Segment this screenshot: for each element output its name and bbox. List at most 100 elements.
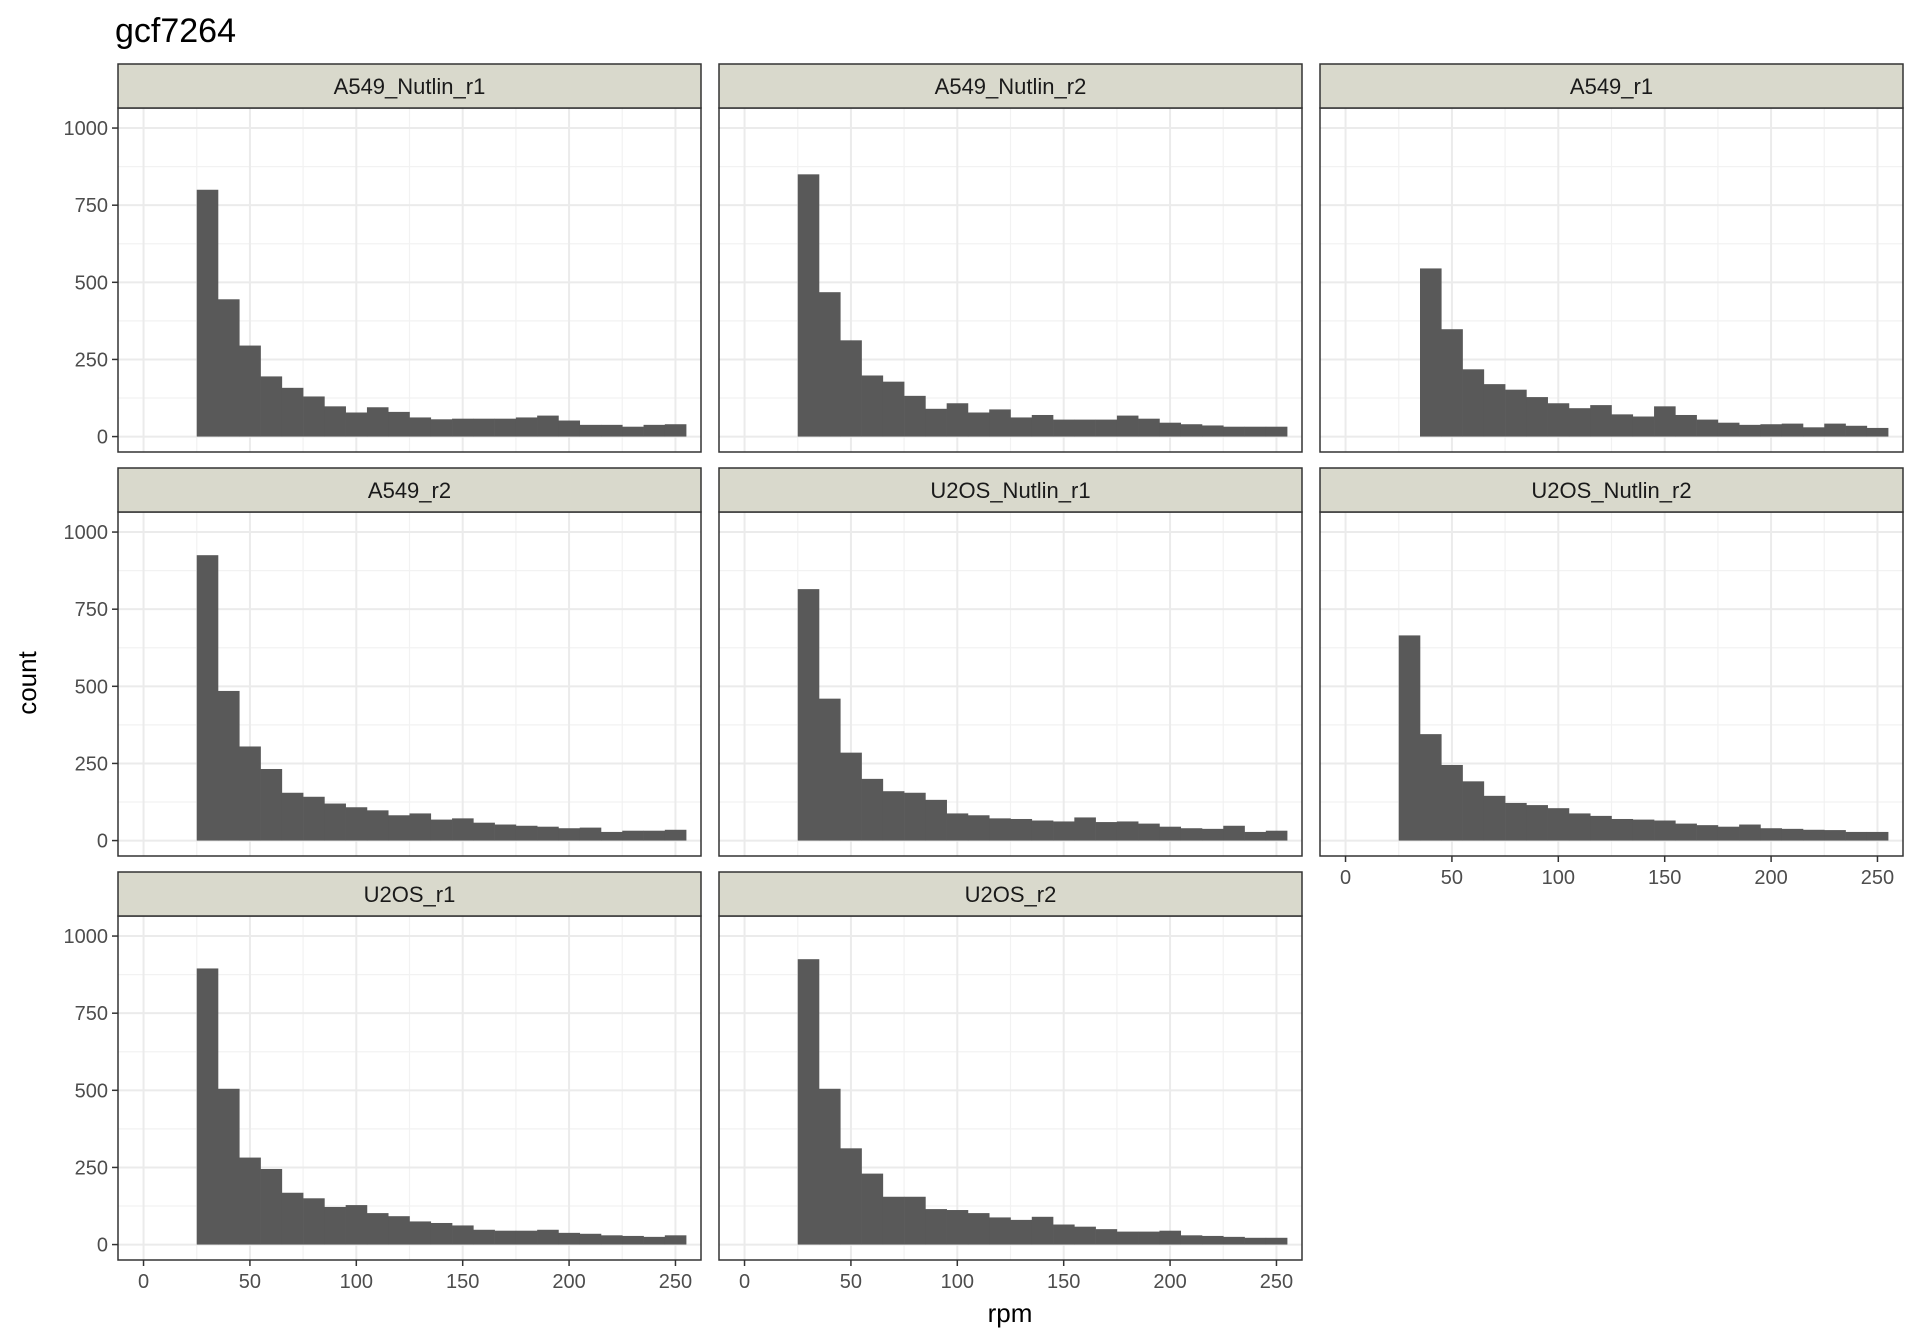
- histogram-bar: [925, 1209, 947, 1245]
- histogram-bar: [537, 415, 559, 437]
- histogram-bar: [600, 831, 623, 841]
- histogram-bar: [1053, 821, 1075, 841]
- facet-strip-label: A549_Nutlin_r2: [935, 74, 1087, 99]
- histogram-bar: [1824, 423, 1846, 437]
- histogram-bar: [1420, 268, 1442, 437]
- histogram-bar: [1505, 389, 1527, 437]
- histogram-bar: [989, 409, 1011, 437]
- histogram-bar: [1654, 820, 1676, 841]
- histogram-bar: [1717, 422, 1740, 437]
- histogram-bar: [797, 589, 820, 841]
- histogram-bar: [1265, 830, 1288, 841]
- y-axis-title: count: [12, 650, 42, 714]
- histogram-bar: [1031, 414, 1054, 437]
- histogram-bar: [1159, 422, 1182, 437]
- histogram-bar: [1590, 405, 1612, 437]
- histogram-bar: [430, 1222, 453, 1245]
- y-tick-label: 250: [75, 1157, 108, 1179]
- histogram-bar: [1611, 818, 1634, 841]
- histogram-bar: [452, 418, 474, 437]
- y-tick-label: 0: [97, 831, 108, 853]
- histogram-bar: [430, 819, 453, 841]
- histogram-bar: [345, 807, 368, 841]
- facet-strip: [1319, 467, 1904, 513]
- histogram-bar: [1010, 818, 1033, 841]
- histogram-bar: [494, 1230, 517, 1245]
- histogram-bar: [989, 818, 1011, 841]
- facet-panel: U2OS_r2 0 50 100 150 200 250: [718, 871, 1303, 1293]
- histogram-bar: [643, 424, 666, 437]
- histogram-bar: [260, 768, 283, 841]
- histogram-bar: [1632, 819, 1655, 841]
- y-tick-label: 500: [75, 272, 108, 294]
- histogram-bar: [303, 796, 325, 841]
- histogram-bar: [1696, 419, 1719, 437]
- histogram-bar: [218, 299, 240, 437]
- facet-strip-label: U2OS_r1: [364, 882, 456, 907]
- histogram-bar: [1802, 829, 1825, 841]
- histogram-bar: [643, 1236, 666, 1245]
- x-tick-label: 100: [941, 1271, 974, 1293]
- histogram-bar: [558, 828, 581, 841]
- histogram-bar: [861, 375, 884, 437]
- histogram-bar: [515, 1230, 538, 1245]
- histogram-bar: [1483, 384, 1506, 437]
- histogram-bar: [239, 345, 261, 437]
- histogram-bar: [967, 1213, 990, 1245]
- histogram-bar: [904, 395, 926, 437]
- x-tick-label: 150: [1047, 1271, 1080, 1293]
- x-tick-label: 150: [446, 1271, 479, 1293]
- histogram-bar: [1802, 427, 1825, 437]
- histogram-bar: [218, 690, 240, 841]
- histogram-bar: [196, 968, 219, 1245]
- x-axis-title: rpm: [988, 1298, 1033, 1328]
- histogram-bar: [1095, 1229, 1118, 1245]
- histogram-bar: [622, 1235, 644, 1245]
- histogram-bar: [218, 1088, 240, 1245]
- x-tick-label: 50: [1441, 867, 1463, 889]
- facet-panels: A549_Nutlin_r102505007501000A549_Nutlin_…: [64, 63, 1904, 1293]
- facet-panel: U2OS_Nutlin_r2 0 50 100 150 200 250: [1319, 467, 1904, 889]
- histogram-bar: [281, 387, 304, 437]
- histogram-bar: [819, 292, 841, 437]
- histogram-bar: [882, 791, 905, 841]
- histogram-bar: [515, 417, 538, 437]
- histogram-bar: [1201, 1235, 1224, 1245]
- x-tick-label: 250: [1861, 867, 1894, 889]
- histogram-bar: [303, 396, 325, 437]
- histogram-bar: [579, 1233, 602, 1245]
- histogram-bar: [946, 1210, 969, 1245]
- histogram-bar: [1138, 823, 1160, 841]
- histogram-bar: [1441, 329, 1463, 437]
- histogram-bar: [1739, 424, 1761, 437]
- histogram-bar: [1611, 414, 1634, 437]
- histogram-bar: [1760, 828, 1783, 841]
- histogram-bar: [1010, 417, 1033, 437]
- facet-panel: A549_r2 0 250 500 750 1000: [64, 467, 702, 857]
- histogram-bar: [1223, 1236, 1245, 1245]
- histogram-bar: [664, 1235, 687, 1245]
- histogram-bar: [819, 698, 841, 841]
- y-tick-label: 250: [75, 349, 108, 371]
- histogram-bar: [196, 189, 219, 437]
- histogram-bar: [1675, 414, 1697, 437]
- y-tick-label: 750: [75, 599, 108, 621]
- histogram-bar: [196, 555, 219, 841]
- facet-panel: U2OS_Nutlin_r1: [718, 467, 1303, 857]
- histogram-bar: [1095, 822, 1118, 841]
- histogram-bar: [558, 420, 581, 437]
- histogram-bar: [1845, 831, 1868, 841]
- y-tick-label: 250: [75, 753, 108, 775]
- histogram-bar: [515, 825, 538, 841]
- x-tick-label: 100: [1542, 867, 1575, 889]
- histogram-bar: [1053, 1224, 1075, 1245]
- histogram-bar: [925, 408, 947, 437]
- histogram-bar: [1265, 1237, 1288, 1245]
- histogram-bar: [1526, 397, 1548, 437]
- histogram-bar: [861, 1173, 884, 1245]
- histogram-bar: [1116, 415, 1139, 437]
- facet-strip: [117, 467, 702, 513]
- histogram-bar: [1053, 419, 1075, 437]
- histogram-bar: [1568, 813, 1591, 841]
